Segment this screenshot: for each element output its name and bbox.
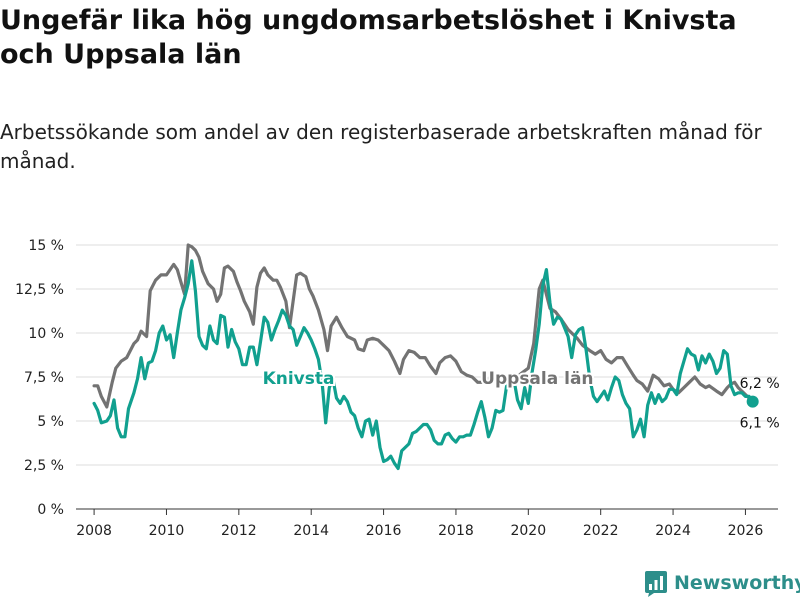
series-label-knivsta: Knivsta <box>263 369 335 389</box>
end-value-uppsala: 6,2 % <box>740 376 780 392</box>
brand-name: Newsworthy <box>674 572 800 594</box>
newsworthy-logo: Newsworthy <box>644 568 800 598</box>
y-tick-label: 10 % <box>28 326 64 342</box>
series-line-uppsala <box>92 243 755 409</box>
x-tick-label: 2018 <box>438 523 474 539</box>
series-line-knivsta <box>92 259 755 471</box>
newsworthy-icon <box>645 571 667 597</box>
page-title: Ungefär lika hög ungdomsarbetslöshet i K… <box>0 5 737 70</box>
x-axis: 2008 2010 2012 2014 2016 2018 2020 2022 2024 2026 <box>76 508 778 539</box>
x-tick-label: 2014 <box>293 523 329 539</box>
x-tick-label: 2026 <box>728 523 764 539</box>
series-label-uppsala: Uppsala län <box>481 369 593 389</box>
x-tick-label: 2024 <box>655 523 691 539</box>
x-tick-label: 2022 <box>583 523 619 539</box>
end-value-knivsta: 6,1 % <box>740 416 780 432</box>
y-tick-label: 0 % <box>37 502 64 518</box>
y-tick-label: 12,5 % <box>15 282 64 298</box>
chart-subtitle: Arbetssökande som andel av den registerb… <box>0 120 762 173</box>
y-tick-label: 2,5 % <box>24 458 64 474</box>
x-tick-label: 2020 <box>510 523 546 539</box>
y-axis: 0 % 2,5 % 5 % 7,5 % 10 % 12,5 % 15 % <box>15 238 64 518</box>
x-tick-label: 2016 <box>366 523 402 539</box>
y-tick-label: 15 % <box>28 238 64 254</box>
end-point-knivsta <box>746 395 759 408</box>
y-tick-label: 5 % <box>37 414 64 430</box>
x-tick-label: 2008 <box>76 523 112 539</box>
x-tick-label: 2010 <box>149 523 185 539</box>
x-tick-label: 2012 <box>221 523 257 539</box>
y-tick-label: 7,5 % <box>24 370 64 386</box>
